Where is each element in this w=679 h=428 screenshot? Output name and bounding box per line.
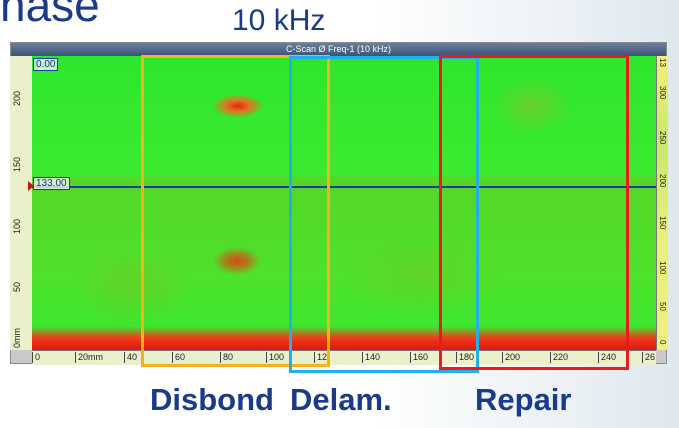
cursor-marker-icon[interactable]	[28, 181, 34, 191]
left-ruler-tick: 100	[12, 218, 22, 234]
repair-region-box	[439, 55, 629, 370]
color-scale-tick: 50	[658, 302, 667, 311]
bottom-ruler-tick: 220	[550, 352, 568, 363]
left-ruler-tick: 50	[12, 281, 22, 292]
bottom-ruler-tick: 140	[362, 352, 380, 363]
left-ruler[interactable]: 0mm 50 100 150 200	[10, 56, 33, 350]
slide-title: nase	[0, 0, 100, 31]
color-scale-tick: 250	[658, 131, 667, 145]
bottom-ruler-tick: 160	[410, 352, 428, 363]
bottom-ruler-tick: 40	[124, 352, 137, 363]
bottom-ruler-tick: 60	[172, 352, 185, 363]
left-ruler-tick: 0mm	[12, 328, 22, 348]
top-value-readout: 0.00	[33, 58, 59, 71]
disbond-label: Disbond	[150, 382, 274, 417]
bottom-ruler-tick: 20mm	[75, 352, 103, 363]
color-scale-tick: 200	[658, 174, 667, 188]
delam-label: Delam.	[290, 382, 392, 417]
color-scale-tick: 0	[658, 340, 667, 345]
cursor-line[interactable]	[32, 186, 656, 188]
bottom-ruler-tick: 200	[502, 352, 520, 363]
cscan-title-bar[interactable]: C-Scan Ø Freq-1 (10 kHz)	[11, 43, 666, 56]
bottom-ruler-tick: 12	[314, 352, 327, 363]
color-scale-tick: 13	[658, 58, 667, 67]
bottom-ruler-tick: 80	[220, 352, 233, 363]
cursor-value-readout: 133.00	[33, 177, 70, 190]
bottom-ruler-tick: 0	[32, 352, 40, 363]
disbond-region-box	[141, 55, 330, 367]
color-scale-tick: 150	[658, 216, 667, 230]
bottom-ruler[interactable]: 0 20mm 40 60 80 100 12 140 160 180 200 2…	[32, 350, 656, 365]
frequency-label: 10 kHz	[232, 4, 326, 37]
bottom-ruler-tick: 26	[642, 352, 655, 363]
delam-region-box	[289, 56, 479, 373]
bottom-ruler-tick: 180	[456, 352, 474, 363]
color-scale-tick: 100	[658, 261, 667, 275]
left-ruler-tick: 150	[12, 156, 22, 172]
color-scale-tick: 300	[658, 86, 667, 100]
bottom-ruler-tick: 240	[598, 352, 616, 363]
color-scale-bar[interactable]: 13 300 250 200 150 100 50 0	[656, 56, 668, 350]
cscan-image[interactable]	[32, 56, 656, 350]
repair-label: Repair	[475, 382, 572, 417]
bottom-ruler-tick: 100	[266, 352, 284, 363]
left-ruler-tick: 200	[12, 90, 22, 106]
